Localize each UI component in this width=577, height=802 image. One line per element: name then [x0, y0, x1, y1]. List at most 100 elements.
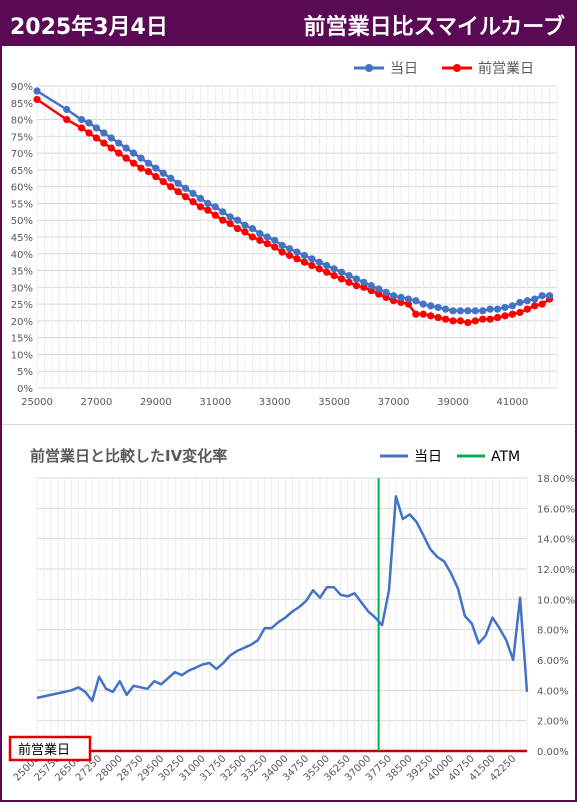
data-point-prev [449, 317, 457, 325]
data-point-prev [345, 278, 353, 286]
data-point-prev [92, 134, 101, 142]
data-point-today [516, 298, 524, 307]
data-point-prev [323, 268, 331, 276]
data-point-today [196, 194, 205, 203]
data-point-prev [196, 203, 205, 211]
y-tick-label: 5% [17, 367, 33, 378]
data-point-today [63, 105, 71, 114]
legend-prev-marker [453, 64, 461, 72]
data-point-today [389, 292, 398, 300]
data-point-today [330, 265, 338, 273]
data-point-prev [538, 300, 546, 308]
data-point-today [367, 282, 375, 290]
data-point-today [412, 297, 420, 305]
legend-atm-label: ATM [491, 449, 520, 465]
data-point-today [241, 221, 249, 229]
data-point-prev [137, 164, 145, 172]
data-point-prev [159, 178, 167, 186]
iv-legend: 当日 ATM [380, 449, 520, 465]
data-point-today [33, 87, 41, 95]
data-point-prev [315, 265, 323, 273]
x-tick-label: 33000 [259, 397, 291, 408]
data-point-today [115, 139, 123, 147]
data-point-prev [226, 219, 234, 228]
data-point-today [181, 184, 190, 192]
data-point-prev [300, 258, 309, 266]
data-point-today [219, 208, 227, 216]
data-point-prev [516, 308, 524, 317]
smile-y-ticks: 0% 5% 10% 15% 20% 25% 30% 35% 40% 45% 50% 55% 60% 65%… [11, 82, 33, 395]
data-point-today [508, 302, 517, 310]
data-point-prev [479, 315, 487, 323]
data-point-prev [531, 302, 539, 310]
data-point-prev [308, 261, 316, 270]
data-point-today [441, 305, 450, 313]
data-point-prev [241, 228, 249, 236]
data-point-prev [248, 233, 257, 241]
data-point-prev [441, 315, 450, 323]
data-point-today [397, 293, 405, 301]
series-line-prev [36, 98, 551, 324]
data-point-today [308, 255, 316, 263]
y-tick-label: 30% [11, 283, 33, 294]
data-point-prev [167, 183, 175, 191]
data-point-today [434, 303, 442, 312]
data-point-today [360, 278, 368, 286]
y-tick-label: 18.00% [537, 474, 575, 485]
y-tick-label: 6.00% [537, 656, 569, 667]
data-point-prev [122, 154, 130, 162]
legend-today-label-2: 当日 [414, 449, 442, 465]
data-point-prev [493, 313, 502, 322]
data-point-prev [271, 243, 279, 251]
header-bar: 2025年3月4日 前営業日比スマイルカーブ [2, 2, 575, 46]
report-date: 2025年3月4日 [10, 15, 168, 40]
x-tick-label: 31000 [199, 397, 231, 408]
report-title: 前営業日比スマイルカーブ [303, 15, 565, 40]
baseline-label-box [8, 735, 92, 762]
data-point-today [159, 169, 167, 177]
data-point-prev [523, 305, 531, 313]
y-tick-label: 80% [11, 116, 33, 127]
smile-x-ticks: 25000 27000 29000 31000 33000 35000 37000 39000… [21, 397, 528, 408]
data-point-prev [382, 293, 390, 301]
data-point-today [337, 268, 346, 276]
data-point-today [77, 115, 86, 124]
data-point-today [323, 261, 331, 270]
data-point-today [107, 134, 115, 142]
data-point-prev [129, 159, 138, 167]
y-tick-label: 65% [11, 166, 33, 177]
data-point-today [531, 295, 539, 303]
data-point-prev [471, 317, 479, 325]
data-point-prev [144, 167, 153, 176]
data-point-today [189, 189, 197, 197]
data-point-today [256, 230, 264, 238]
data-point-prev [412, 310, 420, 318]
y-tick-label: 90% [11, 82, 33, 93]
iv-chart-title: 前営業日と比較したIV変化率 [30, 447, 227, 465]
data-point-today [486, 305, 494, 313]
data-point-prev [293, 255, 301, 263]
x-tick-label: 27000 [81, 397, 113, 408]
data-point-today [375, 285, 383, 293]
data-point-today [538, 292, 546, 300]
legend-today-marker [365, 64, 373, 72]
data-point-today [137, 154, 145, 162]
data-point-prev [486, 315, 494, 323]
data-point-prev [508, 310, 517, 318]
y-tick-label: 8.00% [537, 626, 569, 637]
y-tick-label: 50% [11, 216, 33, 227]
data-point-prev [427, 312, 435, 320]
data-point-today [92, 124, 101, 132]
data-point-prev [63, 115, 71, 124]
y-tick-label: 75% [11, 132, 33, 143]
y-tick-label: 85% [11, 99, 33, 110]
data-point-prev [456, 317, 465, 325]
data-point-today [248, 225, 257, 233]
data-point-today [419, 300, 427, 308]
iv-series [36, 478, 529, 753]
data-point-today [345, 271, 353, 280]
data-point-prev [33, 95, 41, 104]
data-point-prev [352, 282, 361, 290]
data-point-prev [77, 124, 86, 132]
data-point-today [271, 236, 279, 244]
